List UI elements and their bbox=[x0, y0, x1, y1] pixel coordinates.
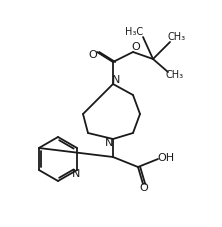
Text: H₃C: H₃C bbox=[125, 27, 143, 37]
Text: CH₃: CH₃ bbox=[166, 70, 184, 80]
Text: OH: OH bbox=[157, 153, 174, 163]
Text: N: N bbox=[72, 169, 80, 179]
Text: N: N bbox=[105, 138, 113, 148]
Text: O: O bbox=[89, 50, 97, 60]
Text: CH₃: CH₃ bbox=[168, 32, 186, 42]
Text: O: O bbox=[140, 183, 148, 193]
Text: O: O bbox=[132, 42, 140, 52]
Text: N: N bbox=[112, 75, 120, 85]
